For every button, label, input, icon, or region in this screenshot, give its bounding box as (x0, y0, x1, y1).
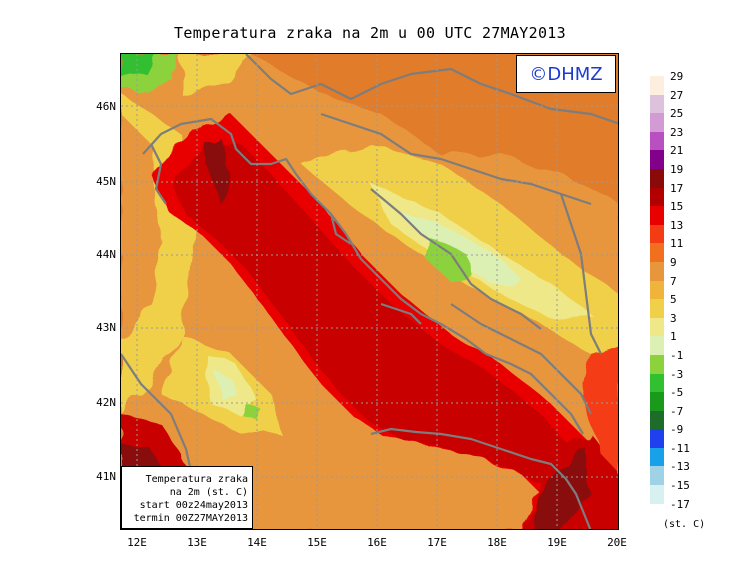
legend-label: -17 (670, 497, 690, 511)
lat-label: 43N (96, 321, 116, 334)
border-serbia (559, 193, 602, 355)
field-alps-yellow (181, 54, 251, 94)
legend-swatch (650, 299, 664, 318)
border-north (245, 54, 618, 125)
field-ionian-darkest (531, 449, 591, 529)
legend-swatch (650, 76, 664, 95)
lon-label: 14E (247, 536, 267, 549)
info-line: na 2m (st. C) (169, 487, 248, 498)
legend-label: 1 (670, 330, 677, 344)
legend-label: 13 (670, 218, 684, 232)
island-krk (329, 213, 352, 245)
legend-label: -11 (670, 441, 690, 455)
legend-units: (st. C) (663, 519, 706, 530)
legend-swatch (650, 113, 664, 132)
legend-swatch (650, 243, 664, 262)
legend-swatch (650, 503, 664, 523)
info-box: Temperatura zraka na 2m (st. C) start 00… (121, 466, 253, 529)
graticule (121, 54, 618, 529)
legend-swatch (650, 224, 664, 244)
legend-label: 3 (670, 311, 677, 325)
legend-swatch (650, 280, 664, 300)
lat-label: 41N (96, 470, 116, 483)
legend-swatch (650, 485, 664, 504)
coastline-istria (150, 143, 167, 205)
lon-label: 13E (187, 536, 207, 549)
lon-label: 16E (367, 536, 387, 549)
legend-label: 5 (670, 293, 677, 307)
border-montenegro (450, 303, 592, 415)
legend-label: 25 (670, 107, 684, 121)
legend-swatch (650, 94, 664, 114)
legend-swatch (650, 206, 664, 225)
legend-label: -3 (670, 367, 684, 381)
legend-label: -1 (670, 348, 684, 362)
legend-label: 11 (670, 237, 684, 251)
field-apennine-green (243, 404, 261, 420)
legend-label: 9 (670, 255, 677, 269)
legend-label: 29 (670, 70, 684, 83)
info-line: termin 00Z27MAY2013 (133, 513, 248, 524)
lon-label: 19E (547, 536, 567, 549)
legend-swatch (650, 429, 664, 448)
border-sava (320, 112, 592, 206)
legend-label: -7 (670, 404, 684, 418)
legend-label: -9 (670, 423, 684, 437)
field-adriatic-darkred (171, 144, 591, 494)
info-line: Temperatura zraka (145, 474, 248, 485)
lat-label: 42N (96, 396, 116, 409)
legend-swatch (650, 261, 664, 281)
lon-label: 20E (607, 536, 627, 549)
legend-label: -13 (670, 460, 690, 474)
legend-swatch (650, 150, 664, 169)
lat-label: 45N (96, 175, 116, 188)
legend-swatch (650, 373, 664, 393)
legend-swatch (650, 392, 664, 411)
coastline-italy-south (370, 427, 592, 529)
lon-label: 18E (487, 536, 507, 549)
legend-swatch (650, 447, 664, 467)
lat-label: 44N (96, 248, 116, 261)
legend-swatch (650, 131, 664, 151)
dhmz-watermark: ©DHMZ (516, 55, 616, 93)
field-albania-red (581, 344, 618, 472)
coastline-east-adriatic (142, 117, 584, 435)
temperature-field (121, 54, 618, 529)
legend-swatch (650, 410, 664, 430)
legend-label: -5 (670, 386, 684, 400)
temperature-map (120, 53, 619, 530)
legend-label: 15 (670, 200, 684, 214)
legend-label: 23 (670, 125, 684, 139)
legend-label: 17 (670, 181, 684, 195)
legend-label: -15 (670, 479, 690, 493)
legend-label: 21 (670, 144, 684, 158)
coastlines (121, 54, 618, 529)
legend-swatch (650, 466, 664, 486)
field-apennine-pale (216, 372, 236, 399)
legend-swatch (650, 336, 664, 355)
lat-label: 46N (96, 100, 116, 113)
field-alps-darkgreen (121, 54, 156, 76)
border-bih (370, 188, 542, 330)
map-title: Temperatura zraka na 2m u 00 UTC 27MAY20… (174, 24, 566, 42)
legend-swatch (650, 317, 664, 337)
lon-label: 17E (427, 536, 447, 549)
legend-swatch (650, 187, 664, 207)
island-brac (380, 302, 422, 325)
legend-label: 7 (670, 274, 677, 288)
legend-label: 27 (670, 88, 684, 102)
field-kvarner-darkest (206, 139, 231, 204)
field-italy-orange (121, 114, 161, 344)
legend-swatch (650, 354, 664, 374)
legend-label: 19 (670, 162, 684, 176)
info-line: start 00z24may2013 (139, 500, 248, 511)
legend-swatch (650, 168, 664, 188)
lon-label: 12E (127, 536, 147, 549)
field-dinaric-pale (401, 214, 521, 284)
lon-label: 15E (307, 536, 327, 549)
